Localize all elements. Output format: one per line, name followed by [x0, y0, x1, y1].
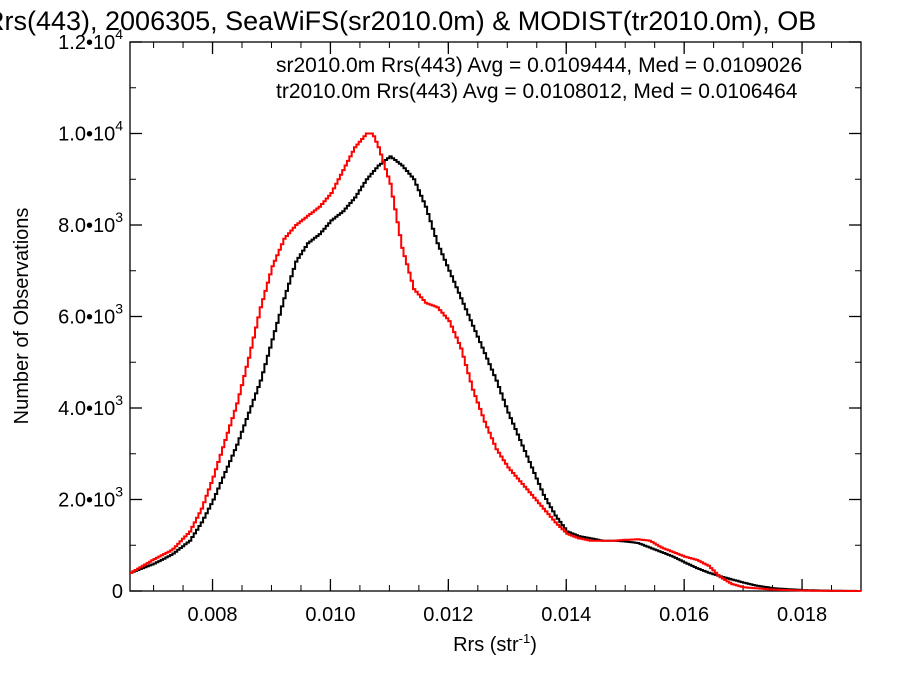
- x-tick-label: 0.010: [305, 604, 355, 626]
- x-tick-label: 0.018: [777, 604, 827, 626]
- x-tick-label: 0.008: [188, 604, 238, 626]
- y-tick-label: 1.0•104: [58, 118, 123, 146]
- x-axis-label-exponent: -1: [519, 631, 531, 646]
- y-tick-label: 6.0•103: [58, 301, 123, 329]
- chart-title: Rrs(443), 2006305, SeaWiFS(sr2010.0m) & …: [0, 6, 816, 36]
- plot-area-frame: [129, 41, 862, 592]
- series-line-1: [130, 155, 861, 592]
- y-tick-label-base: 2.0•10: [58, 490, 115, 512]
- y-tick-label: 1.2•104: [58, 26, 123, 54]
- y-tick-label: 8.0•103: [58, 209, 123, 237]
- y-tick-label: 4.0•103: [58, 392, 123, 420]
- y-tick-label-base: 4.0•10: [58, 398, 115, 420]
- y-axis-label: Number of Observations: [11, 208, 33, 425]
- y-tick-label-exponent: 3: [115, 392, 123, 408]
- y-tick-label-exponent: 4: [115, 26, 123, 42]
- x-axis: 0.008 0.010 0.012 0.014 0.016 0.018: [153, 42, 862, 626]
- x-tick-label: 0.012: [423, 604, 473, 626]
- y-tick-label-base: 0: [112, 581, 123, 603]
- y-tick-label: 2.0•103: [58, 484, 123, 512]
- series-group: [130, 132, 861, 592]
- x-tick-label: 0.016: [659, 604, 709, 626]
- y-tick-label-base: 8.0•10: [58, 215, 115, 237]
- y-tick-label-base: 1.0•10: [58, 124, 115, 146]
- y-tick-label: 0: [112, 581, 123, 603]
- x-tick-label: 0.014: [541, 604, 591, 626]
- x-axis-label: Rrs (str-1): [453, 631, 537, 656]
- series-line-2: [130, 132, 861, 592]
- y-tick-label-base: 6.0•10: [58, 307, 115, 329]
- legend-entry-series-2: tr2010.0m Rrs(443) Avg = 0.0108012, Med …: [276, 80, 798, 103]
- x-axis-label-main: Rrs (str: [453, 634, 519, 656]
- x-axis-label-close: ): [530, 634, 537, 656]
- y-tick-label-exponent: 4: [115, 118, 123, 134]
- y-axis: 02.0•1034.0•1036.0•1038.0•1031.0•1041.2•…: [58, 26, 861, 603]
- y-tick-label-base: 1.2•10: [58, 32, 115, 54]
- y-tick-label-exponent: 3: [115, 301, 123, 317]
- y-tick-label-exponent: 3: [115, 484, 123, 500]
- y-tick-label-exponent: 3: [115, 209, 123, 225]
- legend-entry-series-1: sr2010.0m Rrs(443) Avg = 0.0109444, Med …: [276, 54, 802, 77]
